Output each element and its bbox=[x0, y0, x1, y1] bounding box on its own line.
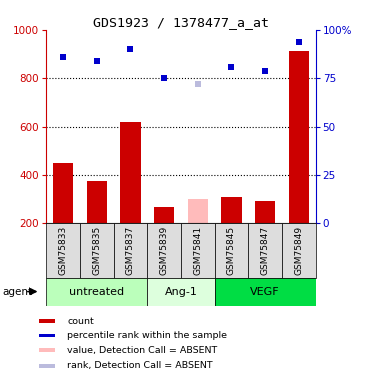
Bar bbox=[87, 181, 107, 223]
Bar bbox=[147, 278, 215, 306]
Bar bbox=[248, 223, 282, 278]
Bar bbox=[221, 196, 242, 223]
Bar bbox=[147, 223, 181, 278]
Bar bbox=[215, 223, 248, 278]
Bar bbox=[282, 223, 316, 278]
Bar bbox=[215, 278, 316, 306]
Bar bbox=[38, 348, 55, 352]
Text: percentile rank within the sample: percentile rank within the sample bbox=[67, 331, 227, 340]
Text: value, Detection Call = ABSENT: value, Detection Call = ABSENT bbox=[67, 346, 218, 355]
Bar bbox=[46, 278, 147, 306]
Text: GSM75837: GSM75837 bbox=[126, 226, 135, 275]
Bar bbox=[188, 199, 208, 223]
Text: VEGF: VEGF bbox=[250, 286, 280, 297]
Bar bbox=[80, 223, 114, 278]
Bar bbox=[38, 334, 55, 338]
Bar bbox=[114, 223, 147, 278]
Text: GSM75849: GSM75849 bbox=[295, 226, 303, 275]
Text: GSM75847: GSM75847 bbox=[261, 226, 270, 275]
Bar bbox=[255, 201, 275, 223]
Text: agent: agent bbox=[2, 286, 32, 297]
Bar bbox=[289, 51, 309, 223]
Bar bbox=[154, 207, 174, 223]
Bar bbox=[46, 223, 80, 278]
Text: untreated: untreated bbox=[69, 286, 124, 297]
Text: GSM75841: GSM75841 bbox=[193, 226, 202, 275]
Bar bbox=[38, 364, 55, 368]
Title: GDS1923 / 1378477_a_at: GDS1923 / 1378477_a_at bbox=[93, 16, 269, 29]
Text: GSM75839: GSM75839 bbox=[160, 226, 169, 275]
Bar bbox=[181, 223, 215, 278]
Text: count: count bbox=[67, 316, 94, 326]
Text: GSM75845: GSM75845 bbox=[227, 226, 236, 275]
Bar bbox=[53, 163, 73, 223]
Bar bbox=[38, 320, 55, 323]
Text: GSM75835: GSM75835 bbox=[92, 226, 101, 275]
Bar bbox=[120, 122, 141, 223]
Text: rank, Detection Call = ABSENT: rank, Detection Call = ABSENT bbox=[67, 362, 213, 370]
Text: GSM75833: GSM75833 bbox=[59, 226, 67, 275]
Text: Ang-1: Ang-1 bbox=[164, 286, 198, 297]
